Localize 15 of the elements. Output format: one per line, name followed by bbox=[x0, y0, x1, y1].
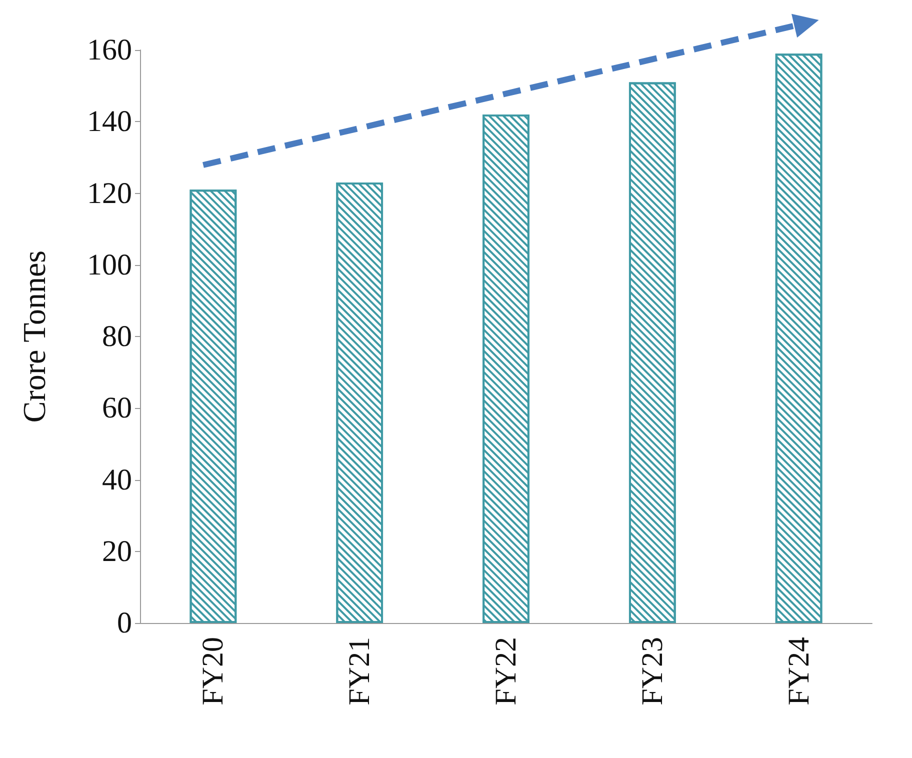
x-tick-label: FY24 bbox=[782, 637, 816, 706]
x-tick-label: FY20 bbox=[196, 637, 230, 706]
y-tick-label: 40 bbox=[102, 463, 132, 496]
x-tick-label: FY22 bbox=[490, 637, 522, 706]
y-tick-label: 140 bbox=[87, 105, 132, 138]
y-tick-label: 120 bbox=[87, 176, 132, 210]
x-tick-label: FY21 bbox=[343, 637, 376, 706]
y-tick-label: 60 bbox=[102, 392, 132, 425]
x-tick-label: FY23 bbox=[636, 637, 669, 706]
y-axis-title: Crore Tonnes bbox=[16, 250, 52, 423]
y-tick-label: 160 bbox=[87, 34, 132, 66]
y-tick-label: 80 bbox=[102, 320, 132, 353]
y-tick-label: 100 bbox=[87, 248, 132, 282]
y-tick-label: 20 bbox=[102, 534, 132, 568]
y-tick-label: 0 bbox=[117, 606, 132, 640]
